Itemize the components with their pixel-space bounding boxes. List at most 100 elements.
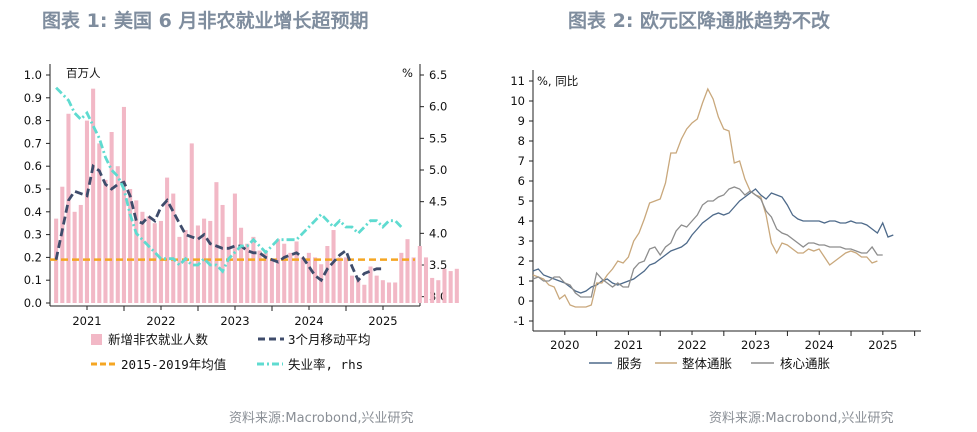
bar-new-payrolls (97, 143, 102, 303)
bar-new-payrolls (423, 257, 429, 303)
right-y-tick-label: 6.5 (429, 68, 447, 82)
bar-new-payrolls (214, 182, 219, 303)
bar-new-payrolls (430, 277, 435, 303)
bar-new-payrolls (183, 230, 188, 303)
legend-label-core: 核心通胀 (780, 356, 831, 371)
legend-swatch-bars (91, 334, 102, 345)
bar-new-payrolls (226, 236, 231, 303)
bar-new-payrolls (257, 250, 262, 303)
bar-new-payrolls (349, 275, 355, 303)
bar-new-payrolls (393, 282, 398, 303)
bar-new-payrolls (442, 268, 447, 303)
bar-new-payrolls (343, 257, 348, 303)
bar-new-payrolls (454, 268, 459, 303)
legend-label-avg: 2015-2019年均值 (121, 357, 226, 372)
y-tick-label: 9 (518, 114, 525, 128)
bar-new-payrolls (436, 280, 441, 303)
line-headline-inflation (532, 87, 878, 308)
left-y-tick-label: 0.4 (24, 205, 42, 219)
bar-new-payrolls (263, 250, 268, 303)
bar-new-payrolls (325, 246, 330, 303)
bar-new-payrolls (134, 200, 139, 303)
y-tick-label: 4 (518, 214, 525, 228)
bar-new-payrolls (411, 257, 416, 303)
y-tick-label: 3 (518, 234, 525, 248)
left-y-tick-label: 0.9 (24, 91, 42, 105)
bar-new-payrolls (319, 264, 324, 303)
x-tick-label: 2024 (294, 314, 323, 328)
legend-label-unemp: 失业率, rhs (288, 357, 363, 372)
y-tick-label: 10 (510, 94, 525, 108)
bar-new-payrolls (220, 204, 225, 303)
bar-new-payrolls (405, 239, 410, 303)
bar-new-payrolls (417, 246, 422, 303)
bar-new-payrolls (386, 282, 392, 303)
x-tick-label: 2021 (72, 314, 101, 328)
right-y-tick-label: 6.0 (429, 100, 447, 114)
bar-new-payrolls (448, 271, 453, 303)
bar-new-payrolls (374, 275, 379, 303)
left-y-tick-label: 0.6 (24, 159, 42, 173)
bar-new-payrolls (337, 257, 342, 303)
legend-label-bars: 新增非农就业人数 (108, 332, 209, 347)
bar-new-payrolls (331, 230, 336, 303)
x-tick-label: 2021 (614, 338, 643, 352)
right-y-tick-label: 5.0 (429, 163, 447, 177)
right-y-unit-label: % (402, 66, 413, 80)
y-tick-label: 0 (518, 294, 525, 308)
line-3month-moving-average (54, 163, 383, 283)
bar-new-payrolls (78, 204, 83, 303)
bar-new-payrolls (128, 189, 133, 303)
x-tick-label: 2022 (146, 314, 175, 328)
left-y-tick-label: 0.0 (24, 296, 42, 310)
bar-new-payrolls (91, 88, 96, 304)
y-tick-label: 11 (510, 74, 525, 88)
bar-new-payrolls (239, 227, 244, 303)
bar-new-payrolls (251, 236, 256, 303)
legend-label-ma3: 3个月移动平均 (288, 332, 371, 347)
right-y-tick-label: 3.5 (429, 258, 447, 272)
left-y-tick-label: 0.2 (24, 250, 42, 264)
y-tick-label: -1 (514, 314, 525, 328)
bar-new-payrolls (66, 113, 71, 303)
bar-new-payrolls (232, 193, 237, 303)
bar-new-payrolls (380, 280, 385, 303)
right-y-tick-label: 4.0 (429, 226, 447, 240)
y-tick-label: 6 (518, 174, 525, 188)
bar-new-payrolls (362, 284, 367, 303)
right-chart-marks: -1 0 1 2 3 4 5 6 7 8 9 10 11 2020 2021 2022 2023 2024 2025 (510, 74, 916, 352)
bar-new-payrolls (140, 211, 145, 303)
left-y-tick-label: 0.1 (24, 273, 42, 287)
bar-new-payrolls (84, 120, 89, 303)
bar-new-payrolls (103, 179, 108, 303)
left-legend: 新增非农就业人数 3个月移动平均 2015-2019年均值 失业率, rhs (91, 332, 371, 372)
left-y-tick-label: 0.3 (24, 228, 42, 242)
left-y-tick-label: 0.7 (24, 136, 42, 150)
y-tick-label: 5 (518, 194, 525, 208)
bar-new-payrolls (171, 193, 176, 303)
right-y-tick-label: 4.5 (429, 195, 447, 209)
left-chart-marks: 0.00.10.20.30.40.50.60.70.80.91.03.03.54… (24, 68, 459, 328)
x-tick-label: 2023 (220, 314, 249, 328)
x-tick-label: 2023 (741, 338, 770, 352)
bar-new-payrolls (288, 252, 293, 303)
y-tick-label: 7 (518, 154, 525, 168)
x-tick-label: 2025 (868, 338, 897, 352)
x-tick-label: 2024 (805, 338, 834, 352)
left-chart-title: 图表 1: 美国 6 月非农就业增长超预期 (42, 10, 369, 32)
x-tick-label: 2020 (550, 338, 579, 352)
bar-new-payrolls (399, 252, 404, 303)
bar-new-payrolls (177, 236, 182, 303)
left-y-unit-label: 百万人 (66, 66, 101, 80)
bar-new-payrolls (121, 106, 126, 303)
right-chart-axes: %, 同比 (532, 70, 921, 332)
bar-new-payrolls (300, 257, 305, 303)
y-tick-label: 8 (518, 134, 525, 148)
bar-new-payrolls (245, 243, 250, 303)
left-y-tick-label: 0.8 (24, 114, 42, 128)
bar-new-payrolls (109, 132, 114, 303)
y-tick-label: 2 (518, 254, 525, 268)
left-source-note: 资料来源:Macrobond,兴业研究 (229, 411, 414, 426)
legend-label-headline: 整体通胀 (682, 356, 733, 371)
